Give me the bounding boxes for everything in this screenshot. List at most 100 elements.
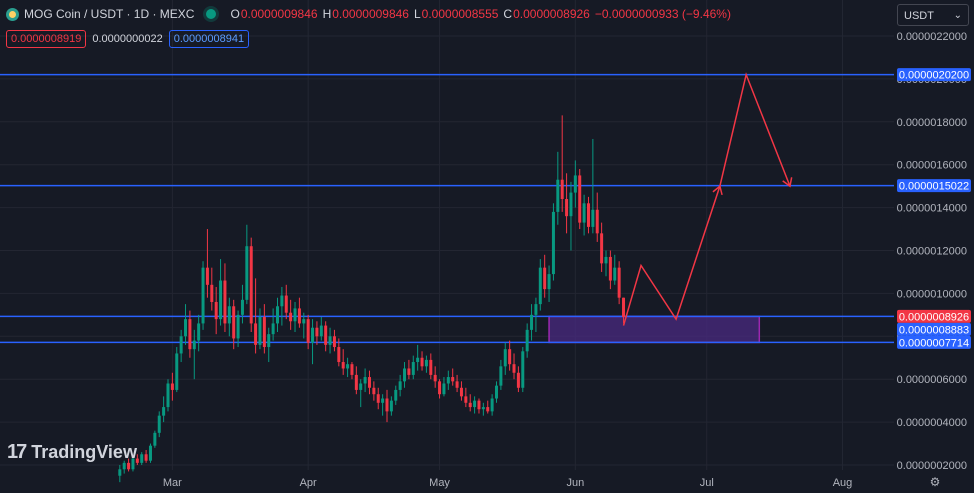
candle-body xyxy=(245,246,249,300)
candle-body xyxy=(473,400,477,408)
candle-body xyxy=(350,364,354,375)
low-value: 0.0000008555 xyxy=(421,7,499,21)
change-value: −0.0000000933 (−9.46%) xyxy=(594,7,731,21)
candle-body xyxy=(319,325,323,337)
candle-body xyxy=(324,325,328,345)
candle-body xyxy=(240,299,244,315)
y-tick-label: 0.0000004000 xyxy=(897,417,967,429)
y-tick-label: 0.0000012000 xyxy=(897,246,967,258)
projection-path xyxy=(622,72,793,326)
candle-body xyxy=(157,415,161,433)
candle-body xyxy=(254,323,258,345)
candle-body xyxy=(341,362,345,369)
candle-body xyxy=(591,209,595,227)
candle-body xyxy=(306,319,310,343)
candle-body xyxy=(459,387,463,397)
y-tick-label: 0.0000010000 xyxy=(897,288,967,300)
candle-body xyxy=(385,398,389,412)
candle-body xyxy=(595,209,599,234)
candle-body xyxy=(622,297,626,317)
candle-body xyxy=(302,319,306,324)
y-tick-label: 0.0000014000 xyxy=(897,203,967,215)
candle-body xyxy=(258,316,262,345)
candle-body xyxy=(363,377,367,384)
candle-body xyxy=(534,304,538,315)
candle-body xyxy=(446,377,450,384)
candle-body xyxy=(578,175,582,223)
watermark-text: TradingView xyxy=(31,442,137,462)
y-tick-label: 0.0000002000 xyxy=(897,460,967,472)
candle-body xyxy=(481,407,485,410)
currency-select[interactable]: USDT ⌄ xyxy=(897,4,969,26)
candle-body xyxy=(170,383,174,390)
candle-body xyxy=(214,301,218,320)
close-value: 0.0000008926 xyxy=(513,7,590,21)
candle-body xyxy=(433,374,437,382)
candle-body xyxy=(486,407,490,412)
candle-body xyxy=(464,396,468,403)
candle-body xyxy=(337,347,341,363)
coin-logo-icon xyxy=(6,7,19,21)
candle-body xyxy=(451,377,455,382)
candle-body xyxy=(381,398,385,403)
grid-lines xyxy=(0,0,894,470)
candle-body xyxy=(503,349,507,367)
candle-body xyxy=(551,211,555,275)
candle-body xyxy=(249,246,253,324)
candle-body xyxy=(135,458,139,463)
settings-icon[interactable]: ⚙ xyxy=(929,475,941,489)
candle-body xyxy=(162,407,166,416)
projection-line xyxy=(622,72,791,326)
candle-body xyxy=(416,357,420,363)
candle-body xyxy=(262,316,266,348)
candle-body xyxy=(556,179,560,212)
candle-body xyxy=(280,295,284,307)
candle-body xyxy=(223,280,227,324)
demand-zone xyxy=(548,315,761,344)
candle-body xyxy=(525,329,529,352)
candle-body xyxy=(131,458,135,470)
price-label-text: 0.0000020200 xyxy=(899,70,969,82)
candle-body xyxy=(468,402,472,408)
sell-button[interactable]: 0.0000008919 xyxy=(6,30,87,48)
horizontal-price-lines[interactable] xyxy=(0,73,894,344)
candle-body xyxy=(267,334,271,348)
price-label-text: 0.0000008883 xyxy=(899,324,969,336)
candle-body xyxy=(376,394,380,403)
open-label: O xyxy=(230,7,240,21)
bid-ask-row: 0.0000008919 0.0000000022 0.0000008941 xyxy=(6,30,255,48)
price-label-box xyxy=(897,335,971,349)
demand-zone-rect xyxy=(548,315,761,344)
candle-body xyxy=(495,385,498,399)
candle-body xyxy=(367,377,371,388)
price-label-text: 0.0000015022 xyxy=(899,181,969,193)
high-value: 0.0000009846 xyxy=(332,7,409,21)
x-tick-label: Mar xyxy=(163,477,182,489)
tradingview-watermark: 17 TradingView xyxy=(7,441,137,464)
buy-button[interactable]: 0.0000008941 xyxy=(168,30,250,48)
candle-body xyxy=(284,295,288,313)
x-tick-label: May xyxy=(429,477,450,489)
candle-body xyxy=(140,454,144,463)
candle-body xyxy=(547,274,551,290)
price-label-text: 0.0000007714 xyxy=(899,337,969,349)
candle-body xyxy=(600,233,604,264)
price-label-box xyxy=(897,179,971,193)
chevron-down-icon: ⌄ xyxy=(953,10,962,21)
candle-body xyxy=(389,400,393,412)
x-tick-label: Apr xyxy=(300,477,317,489)
price-label-text: 0.0000008926 xyxy=(899,311,969,323)
price-label-box xyxy=(897,68,971,82)
candle-body xyxy=(127,462,131,470)
low-label: L xyxy=(413,7,421,21)
symbol-title[interactable]: MOG Coin / USDT · 1D · MEXC xyxy=(24,7,195,21)
candle-body xyxy=(197,323,201,341)
candle-body xyxy=(192,340,196,350)
symbol-header: MOG Coin / USDT · 1D · MEXC O 0.00000098… xyxy=(6,5,736,23)
candle-body xyxy=(565,199,569,217)
candle-body xyxy=(293,308,297,322)
candle-body xyxy=(516,372,520,388)
candle-body xyxy=(429,359,433,375)
candle-body xyxy=(582,203,586,223)
